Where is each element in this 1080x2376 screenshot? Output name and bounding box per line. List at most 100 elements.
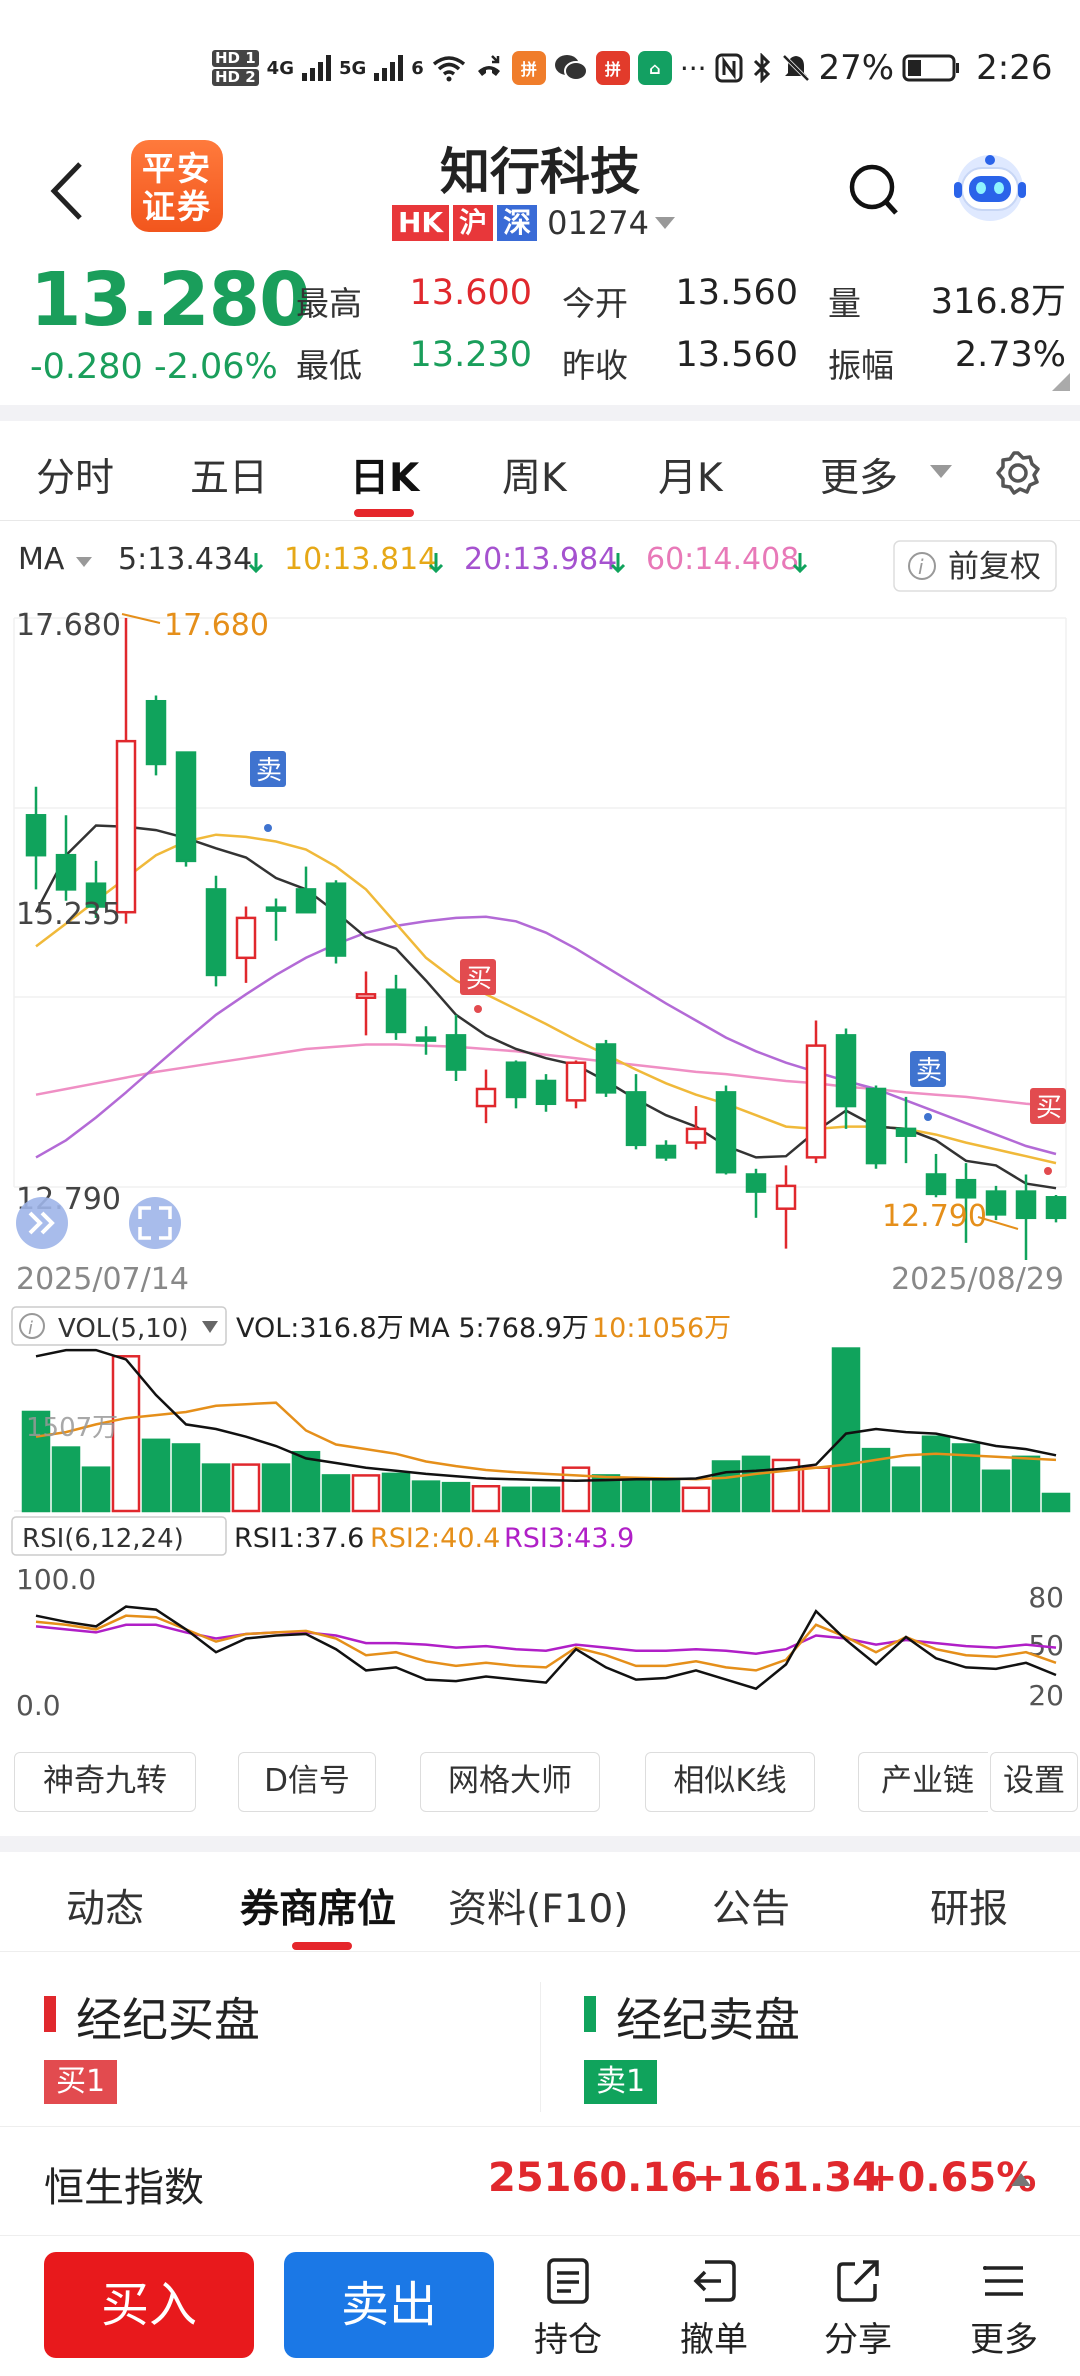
volume-bar bbox=[261, 1463, 291, 1513]
wifi-icon bbox=[432, 56, 465, 82]
tab-weekly-k[interactable]: 周K bbox=[502, 456, 567, 501]
rsi1-line bbox=[35, 1605, 1057, 1691]
search-icon[interactable] bbox=[846, 160, 902, 220]
adjust-button[interactable] bbox=[893, 540, 1057, 592]
nav-cancel-label: 撤单 bbox=[680, 2320, 748, 2360]
volume-bar bbox=[651, 1478, 681, 1513]
candle bbox=[385, 988, 407, 1034]
tab-5day[interactable]: 五日 bbox=[190, 456, 269, 501]
ai-robot-icon[interactable] bbox=[952, 148, 1028, 224]
ma-caret-icon[interactable] bbox=[76, 557, 92, 567]
nav-share[interactable]: 分享 bbox=[808, 2256, 908, 2361]
nav-more[interactable]: 更多 bbox=[954, 2256, 1054, 2361]
candles bbox=[25, 618, 1067, 1261]
tag-sh: 沪 bbox=[453, 205, 494, 241]
caret-down-icon[interactable] bbox=[653, 215, 677, 231]
market-tags: HK 沪 深 01274 bbox=[392, 203, 677, 243]
stock-code[interactable]: 01274 bbox=[547, 204, 649, 242]
nfc-icon bbox=[715, 53, 743, 83]
tab-more-caret-icon[interactable] bbox=[928, 463, 954, 481]
tool-industry-chain[interactable]: 产业链 bbox=[858, 1752, 988, 1812]
tab-broker-seats[interactable]: 券商席位 bbox=[240, 1887, 397, 1932]
fullscreen-button[interactable] bbox=[129, 1197, 181, 1249]
tool-d-signal[interactable]: D信号 bbox=[238, 1752, 376, 1812]
volume-bar bbox=[621, 1477, 651, 1513]
low-note: 12.790 bbox=[882, 1199, 987, 1234]
tab-daily-k[interactable]: 日K bbox=[350, 456, 420, 501]
sell-signal-1[interactable]: 卖 bbox=[250, 751, 286, 832]
volume-bar bbox=[891, 1466, 921, 1513]
tool-magic-nine[interactable]: 神奇九转 bbox=[14, 1752, 196, 1812]
rsi-indicator-button[interactable] bbox=[11, 1516, 227, 1556]
nav-position[interactable]: 持仓 bbox=[518, 2256, 618, 2361]
net2-label: 5G bbox=[338, 57, 367, 79]
volume-bar bbox=[681, 1486, 711, 1513]
ma-label[interactable]: MA bbox=[18, 542, 65, 577]
buy-button[interactable]: 买入 bbox=[44, 2252, 254, 2358]
stock-name: 知行科技 bbox=[440, 143, 640, 201]
menu-icon bbox=[983, 2266, 1023, 2296]
index-ticker[interactable]: 恒生指数 25160.16 +161.34 +0.65% bbox=[0, 2126, 1080, 2236]
index-change: +161.34 bbox=[692, 2155, 880, 2201]
more-notifications: ··· bbox=[679, 51, 707, 85]
broker-buy-1[interactable]: 买1 bbox=[44, 2060, 118, 2104]
tool-similar-k[interactable]: 相似K线 bbox=[645, 1752, 815, 1812]
candle bbox=[1015, 1190, 1037, 1220]
candle bbox=[235, 916, 257, 960]
tool-settings[interactable]: 设置 bbox=[990, 1752, 1078, 1812]
kline-chart[interactable]: MA 5:13.434 10:13.814 20:13.984 60:14.40… bbox=[0, 521, 1080, 1751]
share-icon bbox=[837, 2260, 879, 2302]
vol-axis-label: 1507万 bbox=[26, 1413, 118, 1443]
candle bbox=[535, 1079, 557, 1106]
tab-announcements[interactable]: 公告 bbox=[712, 1887, 791, 1932]
candle bbox=[865, 1087, 887, 1165]
signal2-icon bbox=[374, 55, 404, 81]
volume-bar bbox=[711, 1460, 741, 1513]
nav-position-label: 持仓 bbox=[534, 2320, 602, 2360]
adjust-label: 前复权 bbox=[948, 549, 1041, 585]
ticker-up-arrow-icon[interactable] bbox=[1010, 2171, 1032, 2187]
corner-expand-icon[interactable] bbox=[1052, 373, 1070, 391]
vol-caret-icon[interactable] bbox=[202, 1321, 218, 1333]
scroll-left-button[interactable] bbox=[16, 1197, 68, 1249]
tab-intraday[interactable]: 分时 bbox=[36, 456, 115, 501]
volume-bar bbox=[501, 1486, 531, 1513]
vol-indicator-button[interactable] bbox=[11, 1306, 227, 1346]
candle bbox=[175, 751, 197, 863]
candle bbox=[115, 739, 137, 914]
quote-panel: 13.280 -0.280 -2.06% 最高 最低 13.600 13.230… bbox=[0, 255, 1080, 405]
hd2-label: HD 2 bbox=[212, 69, 259, 86]
buy-signal-1[interactable]: 买 bbox=[460, 959, 496, 1013]
candle bbox=[505, 1061, 527, 1099]
ma20-value: 20:13.984 bbox=[464, 542, 617, 577]
rsi-axis-bottom: 0.0 bbox=[16, 1689, 61, 1722]
volume-bar bbox=[801, 1466, 831, 1513]
settings-gear-icon[interactable] bbox=[994, 449, 1042, 497]
sell-signal-2[interactable]: 卖 bbox=[910, 1051, 946, 1121]
home-app-icon: ⌂ bbox=[637, 51, 672, 85]
buy-signal-2[interactable]: 买 bbox=[1030, 1088, 1066, 1175]
candle bbox=[25, 814, 47, 857]
tab-monthly-k[interactable]: 月K bbox=[658, 456, 723, 501]
high-leader-line bbox=[121, 613, 161, 624]
tab-f10[interactable]: 资料(F10) bbox=[448, 1887, 629, 1932]
candle bbox=[805, 1044, 827, 1159]
broker-sell-1[interactable]: 卖1 bbox=[584, 2060, 658, 2104]
tab-news[interactable]: 动态 bbox=[66, 1887, 145, 1932]
period-tabs: 分时 五日 日K 周K 月K 更多 bbox=[0, 421, 1080, 521]
value-volume: 316.8万 bbox=[930, 282, 1066, 322]
tool-grid-master[interactable]: 网格大师 bbox=[420, 1752, 600, 1812]
tab-more[interactable]: 更多 bbox=[820, 456, 899, 501]
nav-cancel-order[interactable]: 撤单 bbox=[664, 2256, 764, 2361]
ma10-down-arrow-icon bbox=[428, 553, 444, 574]
back-arrow-icon[interactable] bbox=[44, 158, 94, 224]
status-bar: HD 1 HD 2 4G 5G 6 拼 拼 ⌂ ··· 27% 2:26 bbox=[0, 0, 1080, 130]
last-price: 13.280 bbox=[30, 257, 311, 343]
vol-info-icon bbox=[19, 1313, 45, 1339]
ma20-down-arrow-icon bbox=[610, 553, 626, 574]
ma60-down-arrow-icon bbox=[792, 553, 808, 574]
rsi-lines bbox=[35, 1605, 1057, 1691]
sell-button[interactable]: 卖出 bbox=[284, 2252, 494, 2358]
tab-research[interactable]: 研报 bbox=[930, 1887, 1009, 1932]
value-open: 13.560 bbox=[675, 273, 798, 313]
